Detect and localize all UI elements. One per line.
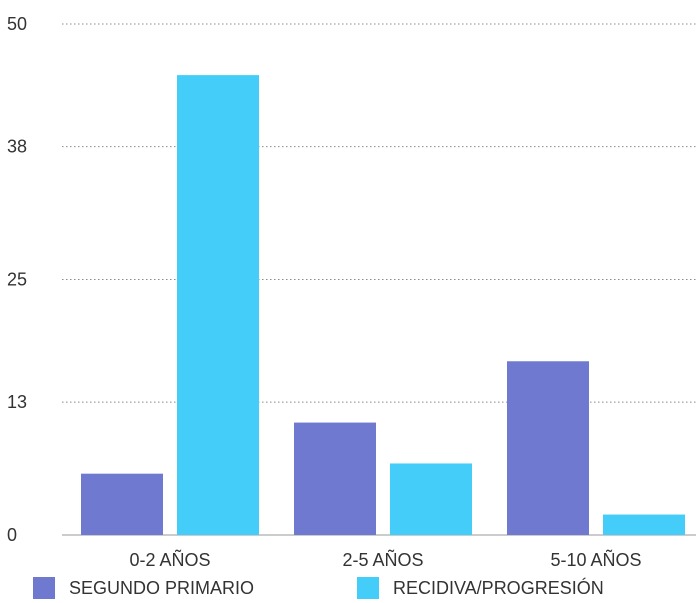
bar-recidiva-progresi-n-2 xyxy=(603,514,685,535)
legend-item-segundo-primario: SEGUNDO PRIMARIO xyxy=(33,577,254,599)
x-category-label-1: 2-5 AÑOS xyxy=(342,549,423,570)
legend-item-recidiva-progresion: RECIDIVA/PROGRESIÓN xyxy=(357,577,604,599)
y-tick-label-0: 0 xyxy=(7,525,17,545)
bar-recidiva-progresi-n-1 xyxy=(390,463,472,535)
y-tick-label-38: 38 xyxy=(7,137,27,157)
legend-swatch-recidiva-progresion xyxy=(357,577,379,599)
bar-segundo-primario-0 xyxy=(81,473,163,535)
legend-label-recidiva-progresion: RECIDIVA/PROGRESIÓN xyxy=(393,577,604,598)
y-tick-label-13: 13 xyxy=(7,392,27,412)
bar-chart: 0 13 25 38 50 0-2 AÑOS 2-5 AÑOS 5-10 AÑOS xyxy=(7,14,696,570)
y-tick-label-50: 50 xyxy=(7,14,27,34)
legend-label-segundo-primario: SEGUNDO PRIMARIO xyxy=(69,577,255,598)
x-category-label-0: 0-2 AÑOS xyxy=(129,549,210,570)
bar-segundo-primario-2 xyxy=(507,361,589,535)
legend-swatch-segundo-primario xyxy=(33,577,55,599)
y-tick-label-25: 25 xyxy=(7,270,27,290)
bar-recidiva-progresi-n-0 xyxy=(177,75,259,535)
x-category-label-2: 5-10 AÑOS xyxy=(550,549,641,570)
bar-segundo-primario-1 xyxy=(294,422,376,535)
